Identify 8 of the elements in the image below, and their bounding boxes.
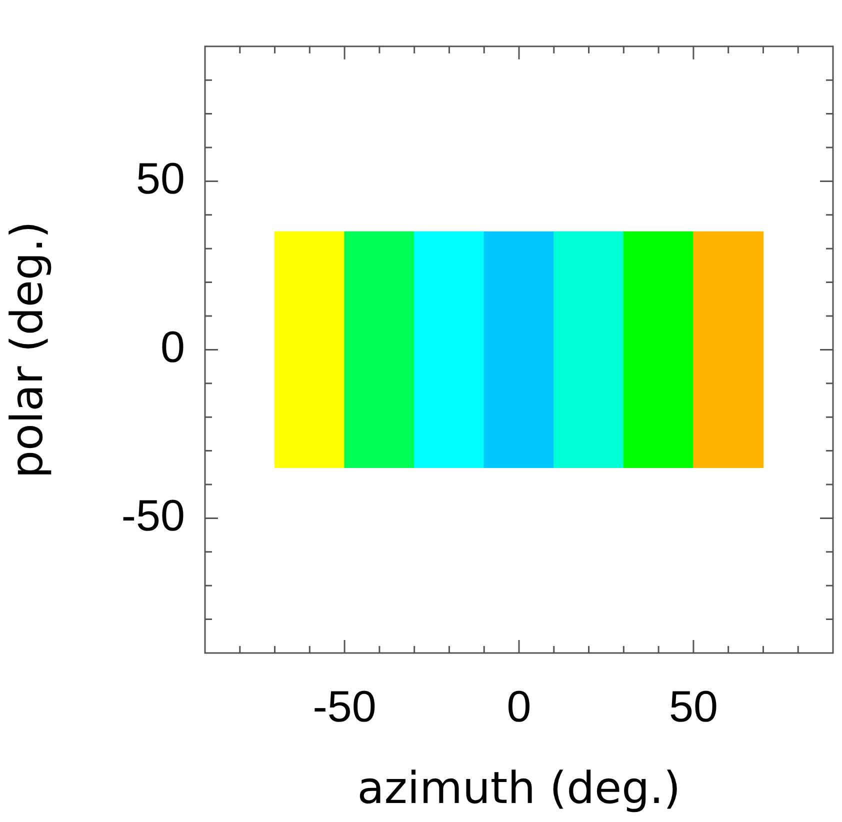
y-tick-label: 50 [136, 154, 185, 204]
x-axis-title: azimuth (deg.) [357, 763, 681, 814]
y-axis-title: polar (deg.) [2, 221, 53, 478]
x-tick-label: 50 [668, 682, 718, 732]
y-tick-label: -50 [121, 491, 185, 540]
x-tick-label: 0 [506, 682, 532, 732]
x-tick-label: -50 [312, 682, 376, 732]
y-tick-label: 0 [160, 322, 185, 372]
